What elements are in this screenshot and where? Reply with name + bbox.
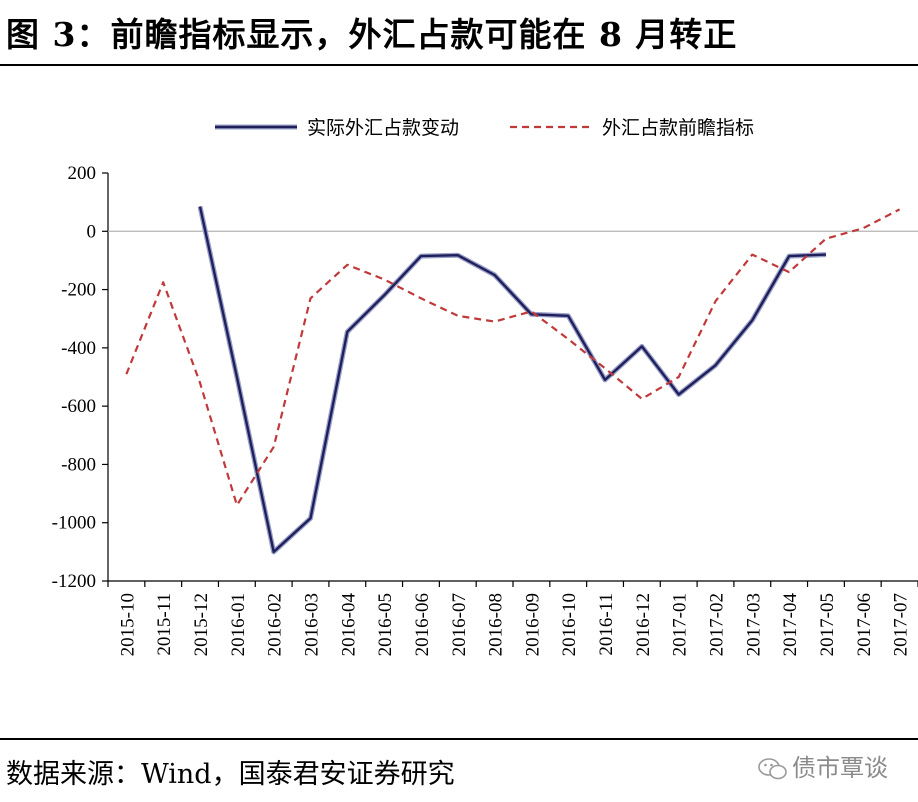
x-tick-label: 2016-12: [633, 593, 654, 656]
x-tick-label: 2017-07: [891, 593, 912, 656]
series-line-halo: [197, 205, 827, 555]
x-tick-label: 2016-10: [559, 593, 580, 656]
x-tick-label: 2016-03: [302, 593, 323, 656]
chart-legend: 实际外汇占款变动 外汇占款前瞻指标: [215, 117, 754, 139]
legend-label: 实际外汇占款变动: [307, 117, 459, 139]
y-tick-label: 200: [68, 163, 97, 184]
x-tick-label: 2016-02: [265, 593, 286, 656]
chart-series: [125, 205, 901, 555]
x-tick-label: 2017-03: [743, 593, 764, 656]
legend-label: 外汇占款前瞻指标: [602, 117, 754, 139]
series-line-forecast: [125, 208, 901, 507]
x-tick-label: 2015-11: [154, 593, 175, 656]
source-note: 数据来源：Wind，国泰君安证券研究: [6, 759, 455, 790]
x-tick-label: 2016-06: [412, 593, 433, 656]
x-tick-label: 2017-02: [707, 593, 728, 656]
x-tick-label: 2017-05: [817, 593, 838, 656]
y-tick-label: -1000: [52, 513, 96, 534]
x-tick-label: 2015-10: [117, 593, 138, 656]
top-rule: [0, 64, 918, 66]
y-tick-label: -200: [61, 280, 96, 301]
x-tick-label: 2016-04: [338, 593, 359, 657]
page-title: 图 3：前瞻指标显示，外汇占款可能在 8 月转正: [6, 15, 738, 54]
y-tick-label: -400: [61, 338, 96, 359]
y-tick-label: -600: [61, 396, 96, 417]
x-tick-label: 2016-01: [228, 593, 249, 656]
x-tick-label: 2015-12: [191, 593, 212, 656]
x-tick-label: 2016-11: [596, 593, 617, 656]
x-tick-label: 2016-07: [449, 593, 470, 656]
x-tick-label: 2016-08: [486, 593, 507, 656]
x-tick-label: 2017-01: [670, 593, 691, 656]
y-tick-label: -1200: [52, 571, 96, 592]
x-tick-label: 2017-06: [854, 593, 875, 656]
watermark-text: 债市覃谈: [792, 754, 888, 782]
x-tick-label: 2016-09: [522, 593, 543, 656]
x-axis: 2015-10 2015-11 2015-12 2016-01 2016-02 2016-…: [107, 230, 918, 657]
y-tick-label: 0: [87, 221, 97, 242]
x-tick-label: 2017-04: [780, 593, 801, 657]
x-tick-label: 2016-05: [375, 593, 396, 656]
line-chart: 实际外汇占款变动 外汇占款前瞻指标 200 0 -200 -400 -600 -800 -10…: [52, 117, 918, 657]
watermark: 债市覃谈: [758, 748, 888, 783]
bottom-rule: [0, 738, 918, 740]
wechat-icon: [758, 758, 787, 780]
y-tick-label: -800: [61, 454, 96, 475]
y-axis: 200 0 -200 -400 -600 -800 -1000 -1200: [52, 163, 109, 592]
series-line-actual: [198, 206, 827, 554]
